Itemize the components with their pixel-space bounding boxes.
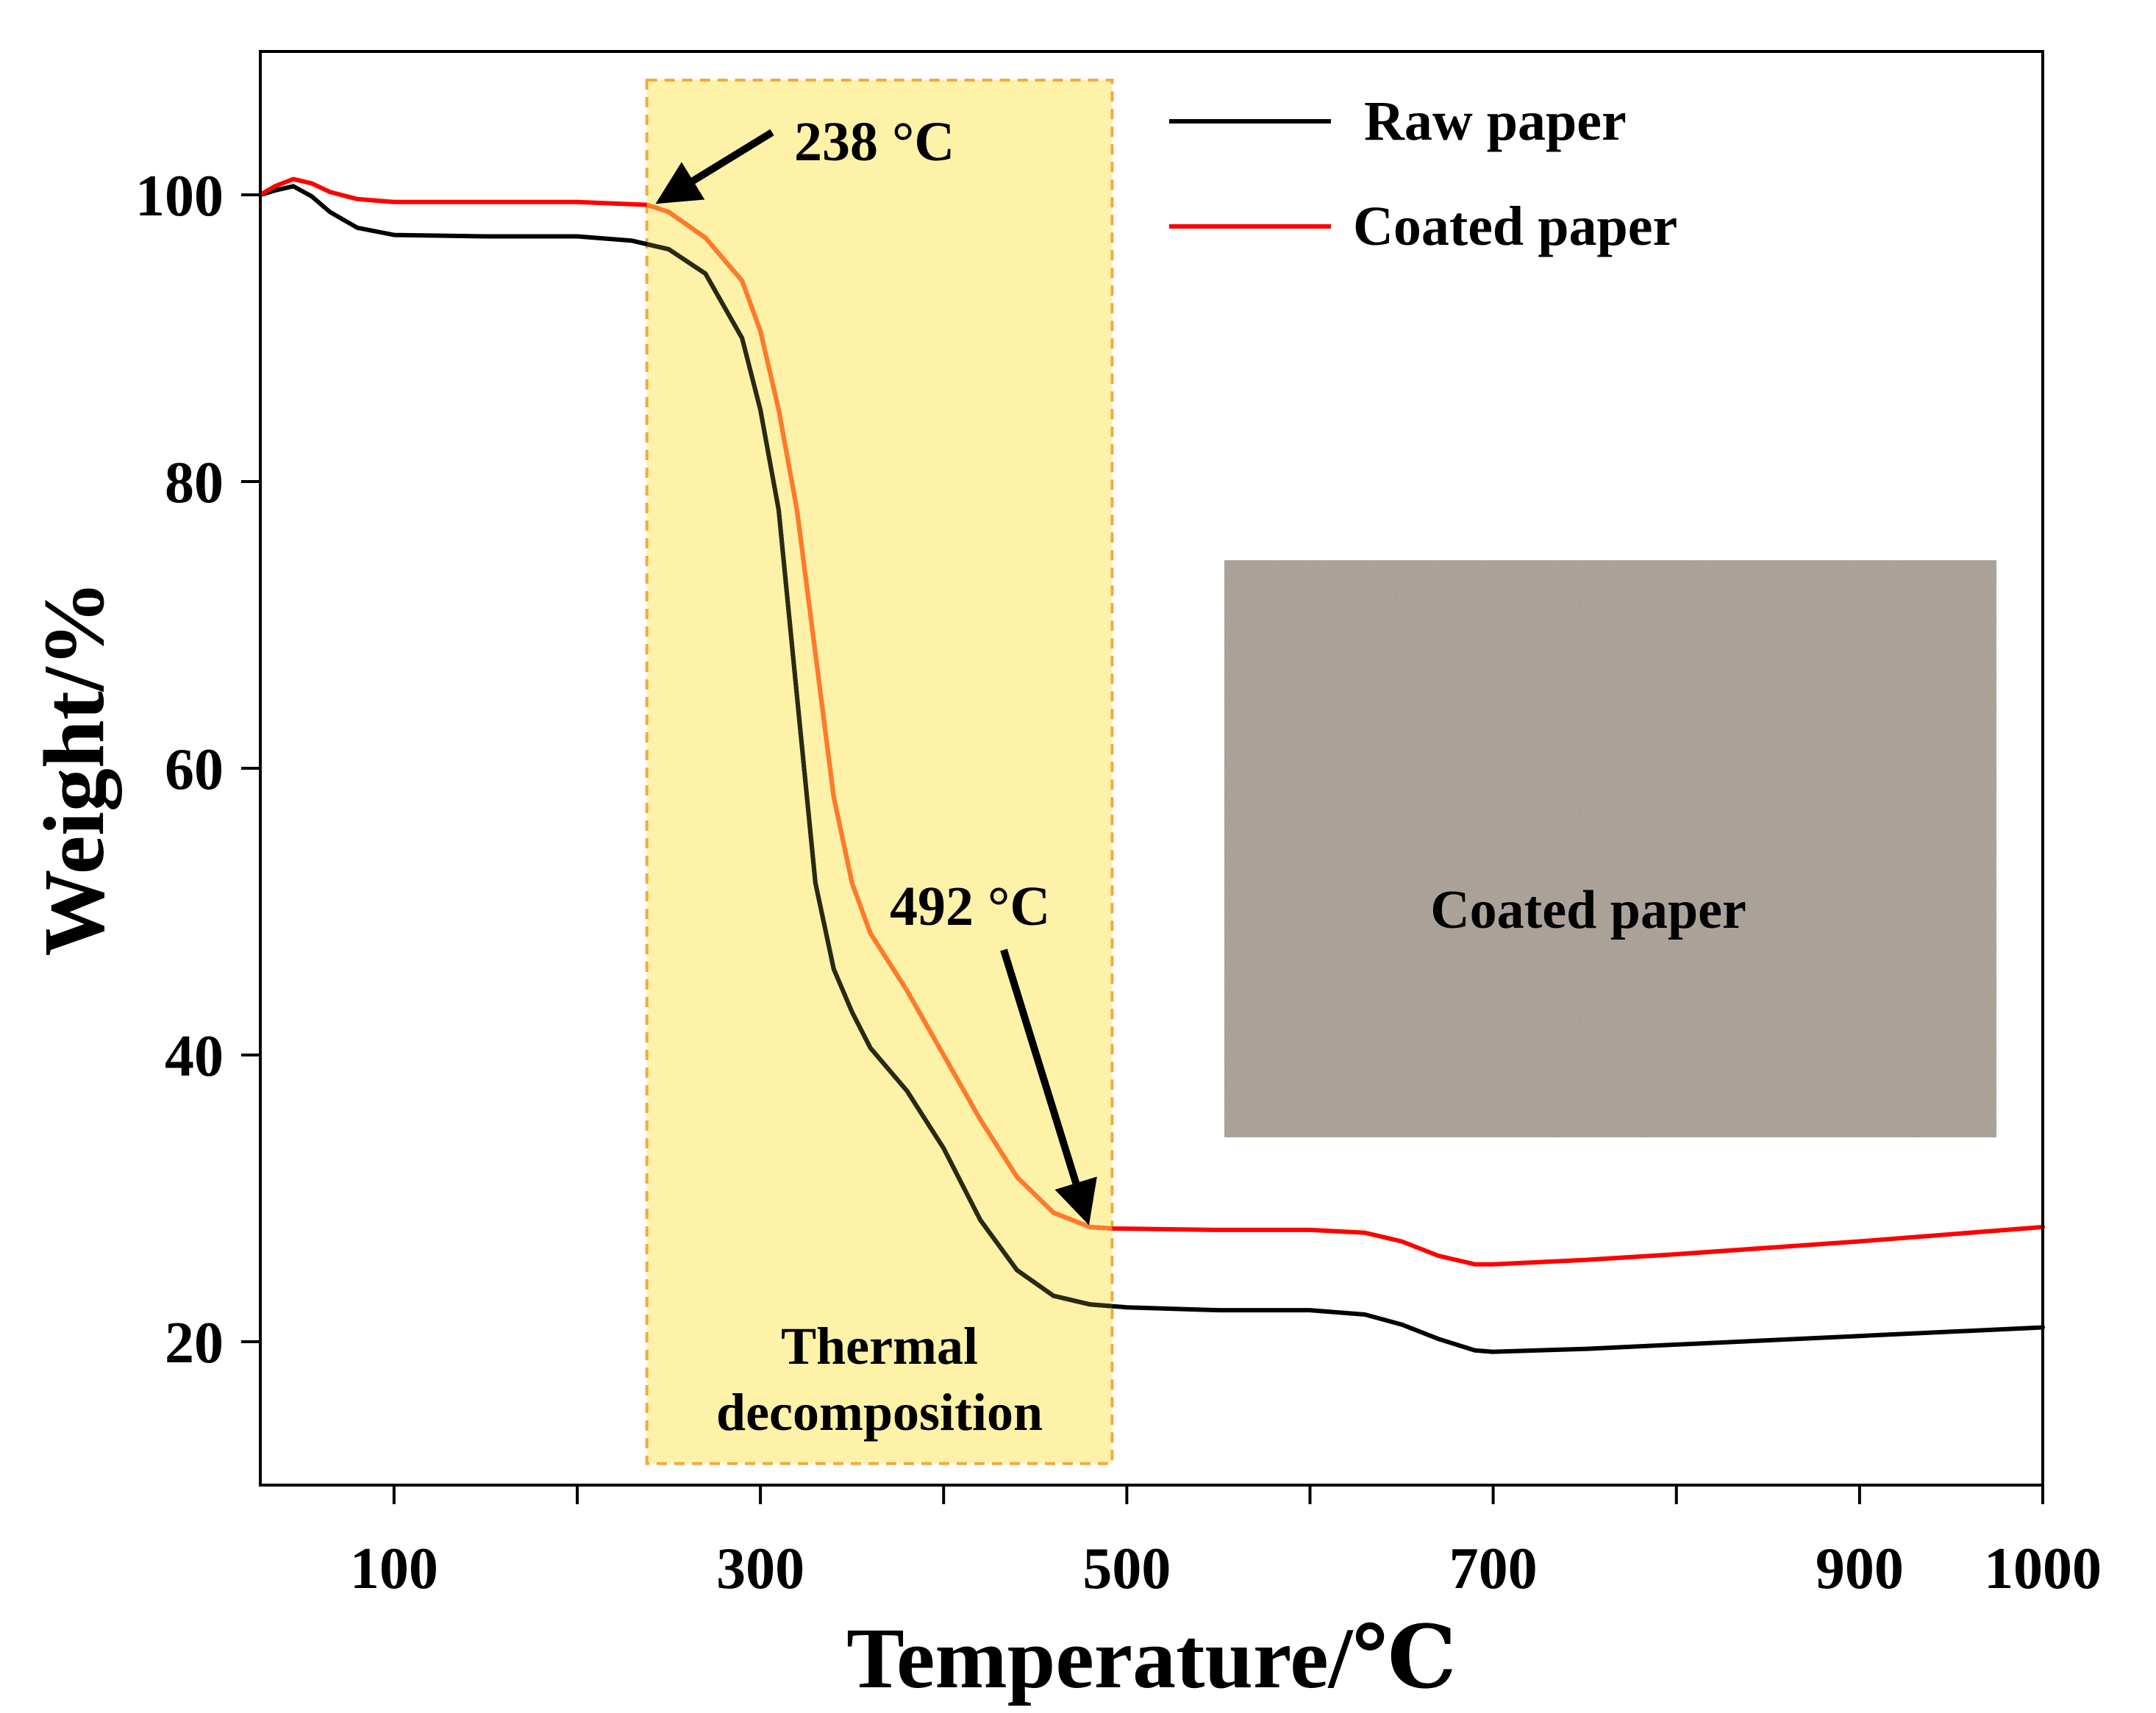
series-layer bbox=[258, 176, 2045, 1354]
y-axis-title: Weight/% bbox=[26, 580, 122, 956]
x-tick-label: 300 bbox=[716, 1537, 804, 1601]
shaded-region-label-line2: decomposition bbox=[716, 1383, 1043, 1442]
inset-photo: Coated paper bbox=[1224, 560, 1996, 1137]
x-tick-label: 700 bbox=[1449, 1537, 1538, 1601]
annotation-arrow-492 bbox=[1000, 948, 1097, 1226]
annotation-arrow-238 bbox=[655, 129, 774, 204]
x-tick-label: 500 bbox=[1082, 1537, 1171, 1601]
thermal-decomposition-region bbox=[645, 79, 1114, 1465]
x-axis-title: Temperature/℃ bbox=[846, 1610, 1457, 1706]
series-line-raw-paper-in-region bbox=[646, 241, 1113, 1309]
inset-texture bbox=[1224, 560, 1996, 1137]
shaded-region-label-line1: Thermal bbox=[781, 1317, 978, 1376]
inset-label: Coated paper bbox=[1430, 880, 1746, 940]
annotation-492: 492 °C bbox=[890, 876, 1050, 937]
series-line-coated-paper-in-region bbox=[646, 202, 1113, 1231]
y-tick-label: 80 bbox=[165, 451, 224, 515]
legend-label-coated: Coated paper bbox=[1353, 196, 1677, 257]
ticks-layer: 100 300 500 700 900 1000 20 40 60 80 100 bbox=[135, 164, 2102, 1601]
legend: Raw paper Coated paper bbox=[1169, 90, 1677, 257]
legend-label-raw: Raw paper bbox=[1364, 90, 1627, 152]
y-tick-label: 100 bbox=[135, 164, 224, 229]
annotation-238: 238 °C bbox=[794, 111, 954, 173]
x-tick-label: 1000 bbox=[1984, 1537, 2102, 1601]
y-tick-label: 20 bbox=[165, 1311, 224, 1376]
x-tick-label: 100 bbox=[350, 1537, 438, 1601]
x-tick-label: 900 bbox=[1816, 1537, 1904, 1601]
y-tick-label: 40 bbox=[165, 1024, 224, 1089]
y-tick-label: 60 bbox=[165, 737, 224, 802]
